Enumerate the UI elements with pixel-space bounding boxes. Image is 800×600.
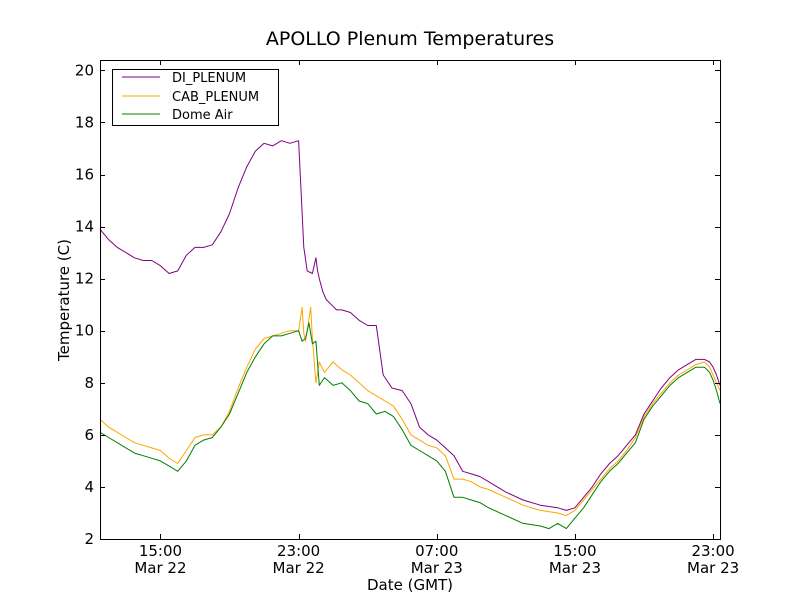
- y-tick-label: 14: [75, 218, 94, 236]
- plot-frame: [100, 60, 721, 540]
- y-axis-ticks: 2 4 6 8 10 12 14 16 18 20: [75, 61, 720, 548]
- series-group: [99, 140, 721, 530]
- y-axis-label: Temperature (C): [55, 239, 73, 362]
- x-tick-label-time: 15:00: [553, 542, 596, 560]
- chart-title: APOLLO Plenum Temperatures: [266, 28, 554, 50]
- x-tick-label-date: Mar 22: [273, 559, 325, 577]
- series-line-di-plenum: [99, 140, 721, 511]
- legend-entry-cab-plenum: CAB_PLENUM: [122, 90, 259, 105]
- legend: DI_PLENUM CAB_PLENUM Dome Air: [112, 69, 279, 126]
- y-tick-label: 6: [84, 426, 94, 444]
- y-tick-label: 18: [75, 113, 94, 131]
- y-tick-label: 16: [75, 166, 94, 184]
- legend-entry-dome-air: Dome Air: [122, 108, 233, 123]
- y-tick-label: 12: [75, 270, 94, 288]
- series-line-cab-plenum: [99, 306, 721, 517]
- x-tick-label-date: Mar 23: [687, 559, 739, 577]
- series-line-dome-air: [99, 322, 721, 530]
- x-tick-label-date: Mar 22: [134, 559, 186, 577]
- y-tick-label: 10: [75, 322, 94, 340]
- x-axis-label: Date (GMT): [367, 576, 453, 594]
- y-tick-label: 2: [84, 530, 94, 548]
- x-tick-label-date: Mar 23: [549, 559, 601, 577]
- legend-label-cab-plenum: CAB_PLENUM: [172, 90, 259, 105]
- legend-box: [112, 69, 279, 126]
- x-tick-label-time: 23:00: [277, 542, 320, 560]
- x-tick-label-date: Mar 23: [411, 559, 463, 577]
- y-tick-label: 4: [84, 478, 94, 496]
- legend-label-dome-air: Dome Air: [172, 108, 233, 123]
- x-tick-label-time: 23:00: [691, 542, 734, 560]
- legend-label-di-plenum: DI_PLENUM: [172, 71, 246, 86]
- x-tick-label-time: 15:00: [139, 542, 182, 560]
- x-tick-label-time: 07:00: [415, 542, 458, 560]
- y-tick-label: 20: [75, 61, 94, 79]
- y-tick-label: 8: [84, 374, 94, 392]
- legend-entry-di-plenum: DI_PLENUM: [122, 71, 246, 86]
